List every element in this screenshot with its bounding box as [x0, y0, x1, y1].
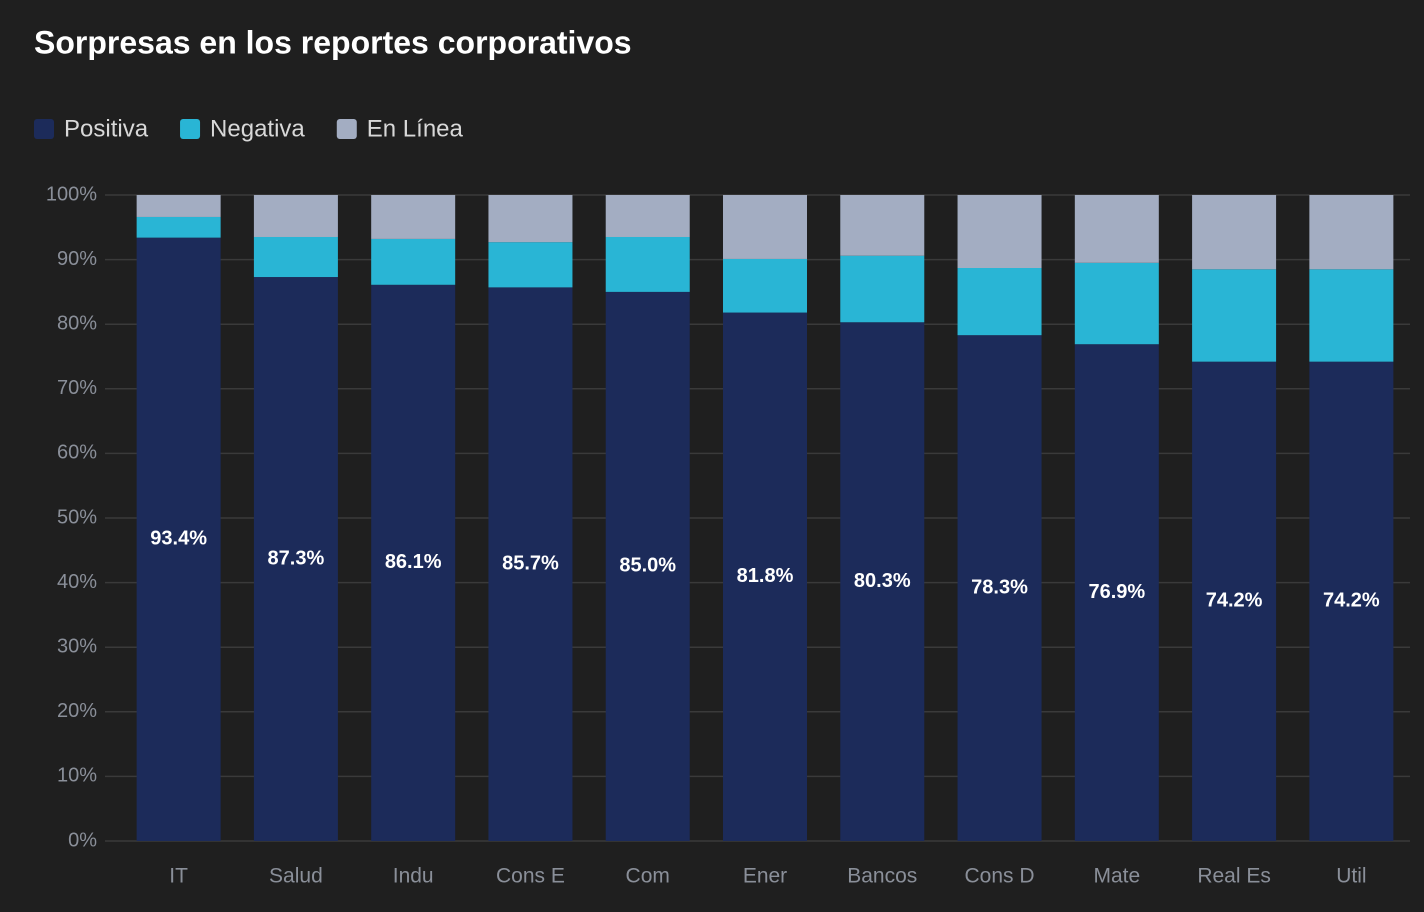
- bar-segment: [957, 267, 1042, 336]
- y-tick-label: 100%: [46, 183, 97, 205]
- x-tick-label: Indu: [393, 865, 434, 888]
- bar-segment: [253, 195, 338, 237]
- y-tick-label: 60%: [57, 442, 97, 464]
- x-tick-label: Util: [1336, 865, 1366, 888]
- y-tick-label: 40%: [57, 571, 97, 593]
- value-label: 87.3%: [268, 547, 325, 569]
- bar-segment: [136, 237, 221, 842]
- bar-segment: [1192, 361, 1277, 841]
- legend-label: En Línea: [367, 115, 464, 142]
- value-label: 93.4%: [150, 528, 207, 550]
- legend-label: Positiva: [64, 115, 149, 142]
- legend-swatch: [34, 119, 54, 139]
- value-label: 76.9%: [1088, 581, 1145, 603]
- y-tick-label: 80%: [57, 312, 97, 334]
- value-label: 78.3%: [971, 576, 1028, 598]
- legend-swatch: [336, 119, 357, 139]
- legend-swatch: [180, 119, 201, 139]
- value-label: 74.2%: [1323, 590, 1380, 612]
- value-label: 81.8%: [737, 565, 794, 587]
- y-tick-label: 90%: [57, 248, 97, 270]
- bar-segment: [723, 312, 807, 841]
- bar-segment: [1074, 262, 1159, 345]
- bar-segment: [371, 195, 456, 239]
- value-label: 86.1%: [385, 551, 442, 573]
- bar-segment: [253, 236, 338, 278]
- x-tick-label: Cons E: [496, 865, 565, 888]
- y-tick-label: 30%: [57, 635, 97, 657]
- bar-segment: [1074, 344, 1159, 841]
- bar-segment: [840, 322, 925, 842]
- legend-label: Negativa: [210, 115, 305, 142]
- bar-segment: [253, 277, 338, 841]
- bar-segment: [488, 195, 573, 243]
- y-tick-label: 10%: [57, 765, 97, 787]
- bar-segment: [1309, 195, 1394, 270]
- bar-segment: [957, 195, 1042, 268]
- x-tick-label: Ener: [743, 865, 787, 888]
- bar-segment: [136, 195, 221, 217]
- x-tick-label: Com: [626, 865, 670, 888]
- bar-segment: [1309, 361, 1394, 841]
- bar-segment: [723, 258, 807, 313]
- bar-segment: [605, 291, 690, 841]
- y-tick-label: 0%: [68, 829, 97, 851]
- bar-segment: [136, 216, 221, 238]
- bar-segment: [488, 242, 573, 288]
- bar-segment: [371, 284, 456, 841]
- x-tick-label: Bancos: [847, 865, 917, 888]
- bar-segment: [1192, 195, 1277, 270]
- bar-segment: [1074, 195, 1159, 263]
- value-label: 74.2%: [1206, 590, 1263, 612]
- x-tick-label: Real Es: [1197, 865, 1271, 888]
- chart-title: Sorpresas en los reportes corporativos: [34, 24, 632, 60]
- bar-segment: [605, 236, 690, 292]
- bar-segment: [723, 195, 807, 259]
- y-tick-label: 50%: [57, 506, 97, 528]
- bar-segment: [605, 195, 690, 237]
- value-label: 80.3%: [854, 570, 911, 592]
- bar-segment: [1309, 269, 1394, 362]
- y-tick-label: 70%: [57, 377, 97, 399]
- x-tick-label: Mate: [1093, 865, 1140, 888]
- bar-segment: [371, 238, 456, 285]
- bar-segment: [840, 195, 925, 256]
- value-label: 85.7%: [502, 552, 559, 574]
- value-label: 85.0%: [619, 555, 676, 577]
- x-tick-label: Salud: [269, 865, 323, 888]
- bar-segment: [957, 335, 1042, 841]
- y-tick-label: 20%: [57, 700, 97, 722]
- bar-segment: [840, 255, 925, 323]
- x-tick-label: IT: [169, 865, 188, 888]
- bar-segment: [488, 287, 573, 841]
- bar-segment: [1192, 269, 1277, 362]
- x-tick-label: Cons D: [965, 865, 1035, 888]
